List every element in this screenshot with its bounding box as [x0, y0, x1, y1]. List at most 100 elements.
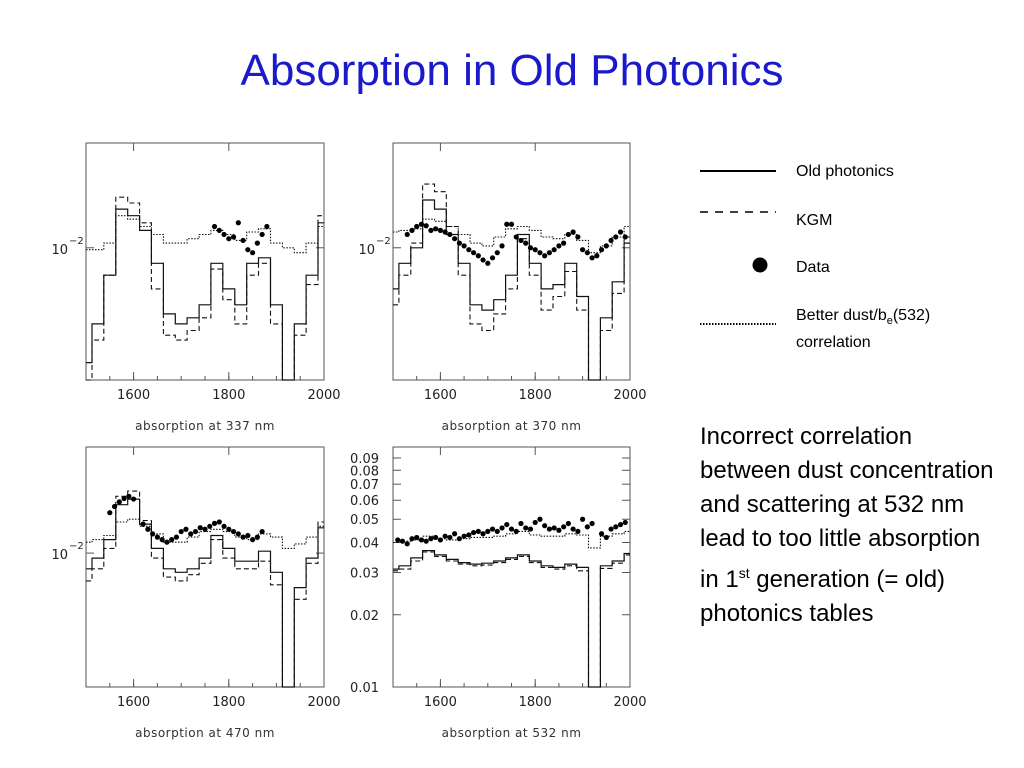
data-point — [466, 247, 472, 253]
panel-frame — [392, 142, 631, 381]
y-tick-exponent: −2 — [69, 236, 84, 247]
data-point — [461, 243, 467, 249]
data-point — [617, 521, 624, 528]
series-solid-line — [86, 498, 324, 688]
x-tick-label: 2000 — [613, 695, 646, 710]
series-dashed-line — [86, 490, 324, 688]
data-point — [622, 519, 628, 526]
y-tick-label: 0.06 — [350, 494, 379, 509]
data-point — [499, 525, 505, 531]
y-tick-label: 0.05 — [350, 513, 379, 528]
data-point — [437, 537, 443, 543]
data-point — [622, 234, 628, 240]
data-point — [613, 524, 619, 530]
data-point — [235, 531, 241, 537]
data-point — [418, 537, 425, 543]
data-point — [418, 221, 425, 227]
data-point — [489, 526, 496, 532]
note-superscript: st — [738, 565, 750, 581]
x-axis-label: absorption at 470 nm — [135, 726, 275, 740]
panel-frame — [392, 446, 631, 688]
data-point — [428, 227, 434, 233]
data-point — [513, 234, 519, 240]
x-tick-label: 1800 — [519, 388, 552, 403]
data-point — [461, 533, 467, 539]
data-point — [603, 534, 609, 541]
data-point — [414, 223, 420, 230]
data-point — [608, 526, 614, 532]
data-point — [202, 526, 208, 532]
y-tick-label: 0.04 — [350, 537, 379, 552]
data-point — [584, 524, 590, 530]
data-point — [259, 528, 265, 535]
data-point — [259, 231, 265, 238]
data-point — [264, 223, 270, 230]
data-point — [226, 236, 232, 242]
data-point — [183, 526, 189, 532]
data-point — [121, 495, 127, 502]
data-point — [254, 534, 260, 540]
series-dotted-line — [86, 518, 324, 549]
y-tick-label: 0.07 — [350, 478, 379, 493]
legend-better-suffix: (532) — [892, 307, 931, 324]
data-point — [226, 526, 232, 532]
data-point — [556, 527, 562, 533]
data-point — [230, 234, 237, 240]
data-point — [584, 250, 590, 256]
data-point — [537, 516, 543, 522]
series-dashed-line — [86, 196, 324, 381]
x-tick-label: 2000 — [613, 388, 646, 403]
data-point — [230, 528, 237, 535]
data-point — [250, 537, 256, 543]
legend-better-sub: e — [886, 315, 893, 328]
x-tick-label: 2000 — [307, 388, 340, 403]
data-point — [580, 516, 586, 522]
data-point — [240, 534, 246, 540]
legend-better-line2: correlation — [796, 334, 871, 352]
data-point — [580, 247, 586, 253]
legend-label-kgm: KGM — [796, 212, 833, 229]
data-point — [561, 240, 567, 246]
data-point — [518, 520, 524, 527]
data-point — [428, 536, 434, 542]
data-point — [250, 250, 256, 256]
data-point — [480, 257, 486, 263]
x-tick-label: 1600 — [424, 695, 457, 710]
data-point — [437, 227, 443, 233]
x-tick-label: 1800 — [212, 695, 245, 710]
y-tick-label: 0.03 — [350, 566, 379, 581]
data-point — [513, 528, 519, 534]
data-point — [245, 247, 251, 253]
data-point — [409, 227, 415, 233]
data-point — [551, 247, 557, 253]
data-point — [561, 524, 567, 530]
data-point — [532, 519, 538, 526]
data-point — [470, 529, 477, 536]
series-solid-line — [393, 550, 630, 688]
y-tick-label: 10 — [51, 243, 68, 258]
y-tick-label: 0.02 — [350, 609, 379, 624]
data-point — [254, 240, 260, 246]
data-point — [150, 531, 156, 537]
data-point — [523, 240, 529, 246]
data-point — [447, 534, 453, 541]
legend-label-better-correlation: Better dust/be(532) correlation — [796, 305, 996, 353]
data-point — [107, 510, 113, 516]
data-point — [169, 537, 175, 543]
data-point — [565, 520, 571, 527]
data-point — [575, 234, 581, 240]
data-point — [617, 229, 624, 235]
data-point — [499, 243, 505, 249]
y-tick-exponent: −2 — [69, 541, 84, 552]
legend-better-prefix: Better dust/b — [796, 307, 887, 324]
y-tick-label: 10 — [358, 243, 375, 258]
x-tick-label: 1800 — [212, 388, 245, 403]
data-point — [504, 521, 510, 528]
legend-label-data: Data — [796, 259, 830, 276]
data-point — [518, 237, 524, 244]
data-point — [433, 226, 439, 232]
panel-4: 1600 1800 2000 0.090.080.070.06 0.05 0.04 0.03… — [350, 446, 647, 740]
data-point — [546, 250, 553, 256]
x-tick-label: 1800 — [519, 695, 552, 710]
data-point — [442, 229, 448, 235]
